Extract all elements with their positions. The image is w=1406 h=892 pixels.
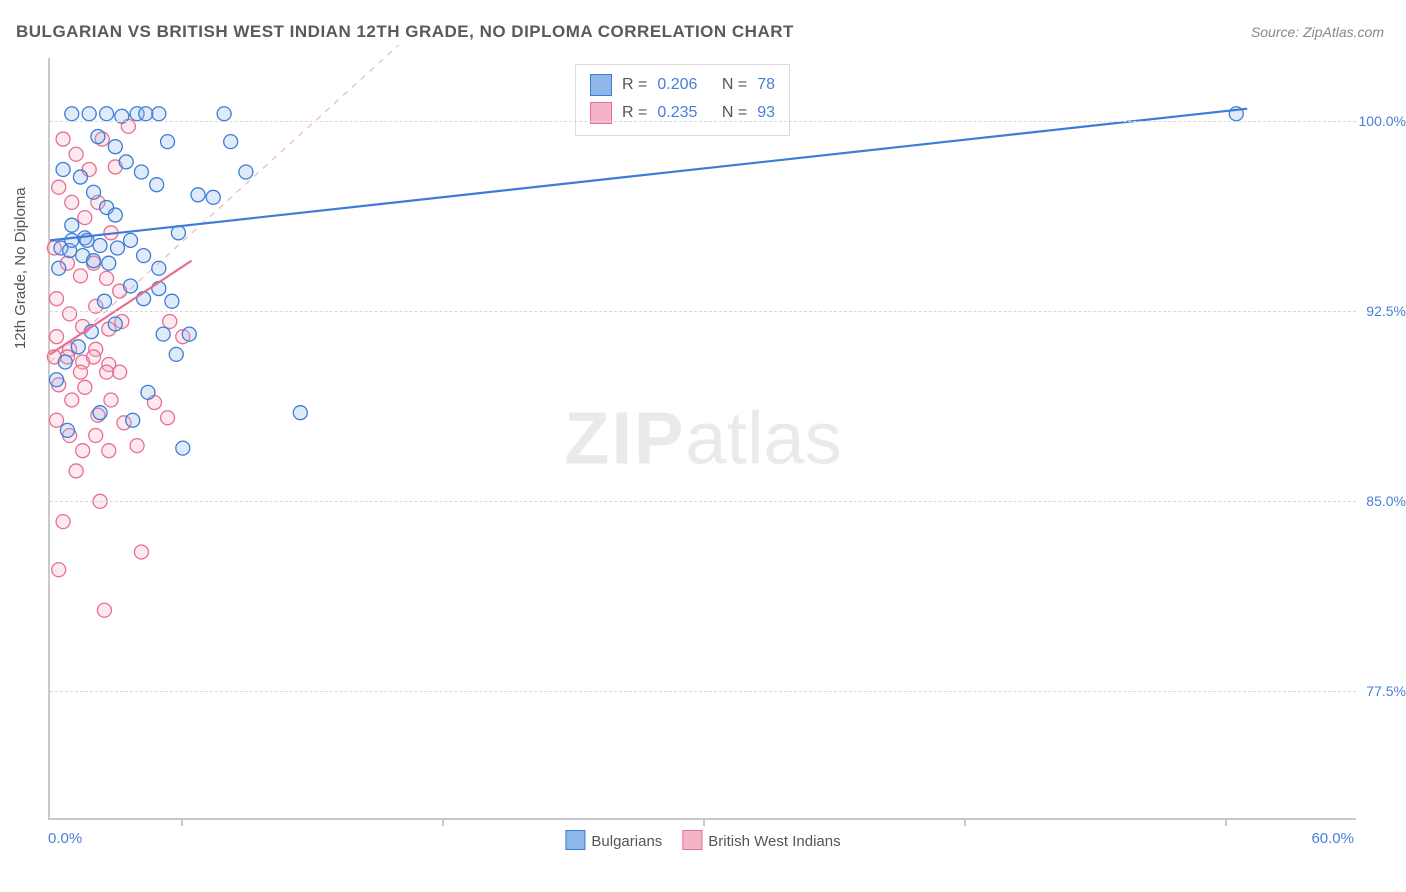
plot-area: ZIPatlas R = 0.206 N = 78 R = 0.235 N = … — [48, 58, 1356, 820]
source-attribution: Source: ZipAtlas.com — [1251, 24, 1384, 40]
stat-n-value-2: 93 — [757, 99, 775, 127]
stats-legend-box: R = 0.206 N = 78 R = 0.235 N = 93 — [575, 64, 790, 136]
series-legend: Bulgarians British West Indians — [565, 830, 840, 850]
stat-n-label-1: N = — [722, 71, 747, 99]
swatch-series-1-icon — [565, 830, 585, 850]
swatch-series-2-icon — [682, 830, 702, 850]
x-axis-max-label: 60.0% — [1311, 830, 1354, 847]
swatch-series-1-icon — [590, 74, 612, 96]
gridline — [50, 121, 1356, 122]
stat-r-label-2: R = — [622, 99, 647, 127]
stat-n-value-1: 78 — [757, 71, 775, 99]
legend-label-2: British West Indians — [708, 833, 840, 850]
plot-svg — [50, 58, 1356, 818]
y-tick-label: 85.0% — [1358, 493, 1406, 509]
legend-item-1: Bulgarians — [565, 830, 662, 850]
y-tick-label: 92.5% — [1358, 303, 1406, 319]
stats-row-1: R = 0.206 N = 78 — [590, 71, 775, 99]
x-axis-min-label: 0.0% — [48, 830, 82, 847]
stat-n-label-2: N = — [722, 99, 747, 127]
legend-item-2: British West Indians — [682, 830, 840, 850]
legend-label-1: Bulgarians — [591, 833, 662, 850]
x-tick — [964, 818, 966, 826]
x-tick — [442, 818, 444, 826]
gridline — [50, 691, 1356, 692]
stat-r-value-1: 0.206 — [657, 71, 697, 99]
y-axis-title: 12th Grade, No Diploma — [12, 187, 29, 349]
stats-row-2: R = 0.235 N = 93 — [590, 99, 775, 127]
chart-title: BULGARIAN VS BRITISH WEST INDIAN 12TH GR… — [16, 22, 794, 42]
x-tick — [1225, 818, 1227, 826]
gridline — [50, 311, 1356, 312]
chart-container: BULGARIAN VS BRITISH WEST INDIAN 12TH GR… — [0, 0, 1406, 892]
y-tick-label: 77.5% — [1358, 683, 1406, 699]
x-tick — [181, 818, 183, 826]
gridline — [50, 501, 1356, 502]
y-tick-label: 100.0% — [1358, 113, 1406, 129]
stat-r-label-1: R = — [622, 71, 647, 99]
stat-r-value-2: 0.235 — [657, 99, 697, 127]
x-tick — [703, 818, 705, 826]
